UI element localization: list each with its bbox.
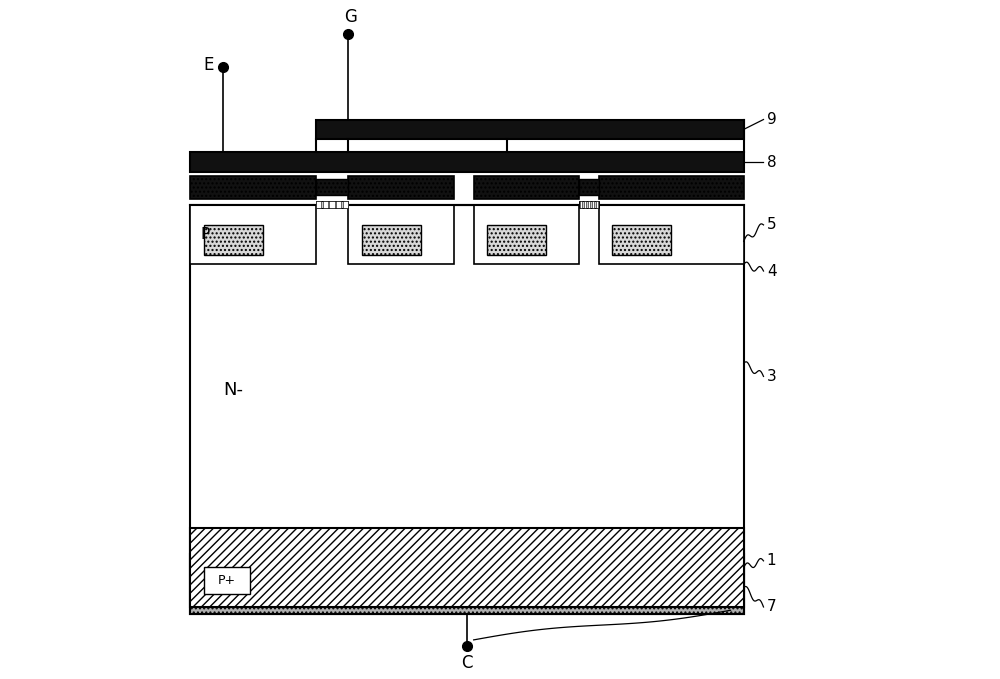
Bar xyxy=(599,175,744,198)
Bar xyxy=(612,225,671,255)
Bar xyxy=(190,528,744,607)
Bar xyxy=(348,175,454,198)
Bar xyxy=(343,201,348,208)
Text: G: G xyxy=(344,8,357,26)
Bar xyxy=(599,205,744,264)
Bar xyxy=(579,200,599,208)
Bar xyxy=(204,568,250,593)
Bar xyxy=(190,153,744,172)
Text: 7: 7 xyxy=(767,600,776,614)
Text: C: C xyxy=(461,655,473,672)
Text: 5: 5 xyxy=(767,217,776,232)
Text: 1: 1 xyxy=(767,553,776,568)
Bar xyxy=(204,225,263,255)
Text: 8: 8 xyxy=(767,155,776,170)
Bar xyxy=(316,120,744,139)
Bar xyxy=(579,179,599,196)
Text: P+: P+ xyxy=(218,574,236,587)
Bar xyxy=(190,175,316,198)
Bar xyxy=(474,175,579,198)
Bar xyxy=(487,225,546,255)
Bar xyxy=(329,201,335,208)
Text: N-: N- xyxy=(223,381,243,399)
Text: E: E xyxy=(203,56,213,74)
Text: 9: 9 xyxy=(767,112,777,127)
Bar xyxy=(592,201,594,208)
Bar xyxy=(190,205,744,614)
Bar xyxy=(190,205,316,264)
Bar xyxy=(362,225,421,255)
Bar xyxy=(316,179,348,196)
Bar xyxy=(336,201,341,208)
Bar xyxy=(580,201,582,208)
Bar xyxy=(588,201,590,208)
Bar xyxy=(190,554,744,614)
Bar xyxy=(596,201,598,208)
Bar xyxy=(348,205,454,264)
Bar xyxy=(474,205,579,264)
Bar xyxy=(316,201,321,208)
Text: 4: 4 xyxy=(767,263,776,278)
Bar xyxy=(323,201,328,208)
Text: P: P xyxy=(200,227,210,242)
Bar xyxy=(316,200,348,208)
Text: 3: 3 xyxy=(767,369,777,384)
Bar xyxy=(584,201,586,208)
